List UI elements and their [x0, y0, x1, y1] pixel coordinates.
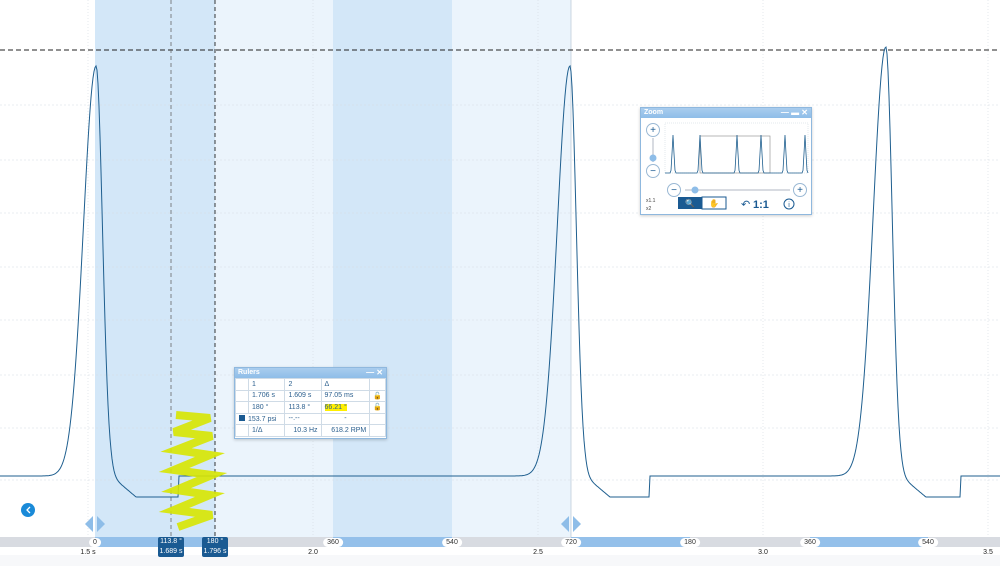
zoom-window[interactable]: Zoom — ▬ ✕ + − − + x1.1 x2 🔍 ✋ ↶ 1:1 i — [640, 107, 812, 215]
horizontal-zoom-slider[interactable] — [685, 189, 790, 191]
zoom-in-horizontal-icon[interactable] — [793, 183, 807, 197]
angle-bar-segment — [571, 537, 690, 547]
svg-text:🔍: 🔍 — [685, 198, 695, 208]
angle-tick-label: 540 — [918, 538, 938, 547]
time-tick-label: 3.5 — [983, 549, 993, 556]
zoom-in-vertical-icon[interactable] — [646, 123, 660, 137]
svg-text:−: − — [650, 166, 656, 177]
angle-tick-label: 0 — [89, 538, 101, 547]
ruler-cell: 153.7 psi — [248, 415, 277, 423]
window-title: Zoom — [644, 109, 664, 116]
svg-text:−: − — [671, 185, 677, 196]
window-controls[interactable]: — ✕ — [366, 368, 383, 377]
vertical-zoom-slider[interactable] — [652, 138, 654, 162]
cycle-region — [333, 0, 452, 537]
angle-tick-label: 360 — [800, 538, 820, 547]
ruler-marker[interactable]: 113.8 ° 1.689 s — [158, 537, 184, 557]
reset-zoom-button[interactable]: 1:1 — [753, 199, 769, 211]
angle-bar-segment — [95, 537, 215, 547]
freq-label: 1/Δ — [247, 424, 286, 437]
window-title: Rulers — [238, 369, 260, 376]
svg-text:✋: ✋ — [709, 198, 719, 208]
ruler-delta-angle: 66.21 ° — [324, 403, 347, 411]
ruler-marker-time: 1.796 s — [203, 548, 227, 555]
pressure-trace — [0, 46, 1000, 498]
freq-rpm: 618.2 RPM — [320, 424, 371, 437]
bottom-strip — [0, 555, 1000, 566]
channel-color-icon — [239, 414, 245, 421]
cycle-region — [215, 0, 333, 537]
ruler-cell: 113.8 ° — [284, 401, 322, 414]
window-controls[interactable]: — ▬ ✕ — [780, 108, 808, 117]
zoom-out-vertical-icon[interactable] — [646, 164, 660, 178]
ruler-header: 2 — [284, 378, 322, 391]
chevron-left-icon — [26, 506, 31, 514]
zoom-level-label: x1.1 — [646, 198, 656, 204]
angle-bar[interactable] — [0, 537, 1000, 547]
cycle-handle-left-icon[interactable] — [85, 516, 93, 532]
angle-tick-label: 180 — [680, 538, 700, 547]
rulers-titlebar[interactable]: Rulers — ✕ — [235, 368, 386, 378]
cycle-region — [95, 0, 215, 537]
ruler-header: Δ — [320, 378, 371, 391]
ruler-cell: --.-- — [284, 412, 322, 425]
ruler-marker[interactable]: 180 ° 1.796 s — [202, 537, 228, 557]
zoom-tool-button[interactable] — [678, 197, 702, 209]
zoom-titlebar[interactable]: Zoom — ▬ ✕ — [641, 108, 811, 118]
lock-icon[interactable]: 🔓 — [369, 389, 386, 402]
angle-bar-segment — [333, 537, 452, 547]
time-tick-label: 1.5 s — [80, 549, 96, 556]
pan-tool-button[interactable] — [701, 196, 727, 210]
ruler-marker-angle: 113.8 ° — [160, 538, 182, 545]
angle-tick-label: 540 — [442, 538, 462, 547]
cycle-handle-right-icon[interactable] — [97, 516, 105, 532]
time-tick-label: 3.0 — [758, 549, 768, 556]
svg-text:+: + — [650, 125, 656, 136]
annotation-scribble — [158, 411, 228, 531]
lock-icon[interactable]: 🔓 — [369, 401, 386, 414]
zoom-level-label: x2 — [646, 206, 652, 212]
time-tick-label: 2.5 — [533, 549, 543, 556]
cycle-handle-right-icon[interactable] — [573, 516, 581, 532]
cycle-region — [452, 0, 571, 537]
overview-trace — [665, 134, 809, 174]
scroll-left-icon[interactable] — [21, 503, 35, 517]
angle-bar-segment — [810, 537, 928, 547]
ruler-cell: 1.609 s — [284, 389, 322, 402]
angle-tick-label: 720 — [561, 538, 581, 547]
ruler-cell: 1.706 s — [247, 389, 286, 402]
ruler-marker-time: 1.689 s — [159, 548, 183, 555]
time-tick-label: 2.0 — [308, 549, 318, 556]
ruler-cell: 180 ° — [247, 401, 286, 414]
info-icon[interactable] — [783, 198, 795, 210]
ruler-header: 1 — [247, 378, 286, 391]
ruler-cell: - — [320, 412, 371, 425]
angle-tick-label: 360 — [323, 538, 343, 547]
ruler-cell: 97.05 ms — [320, 389, 371, 402]
ruler-marker-angle: 180 ° — [206, 538, 224, 545]
cycle-handle-left-icon[interactable] — [561, 516, 569, 532]
undo-icon[interactable]: ↶ — [741, 199, 750, 211]
zoom-view-rect[interactable] — [699, 135, 771, 174]
freq-hz: 10.3 Hz — [284, 424, 322, 437]
zoom-out-horizontal-icon[interactable] — [667, 183, 681, 197]
svg-text:+: + — [797, 185, 803, 196]
svg-text:i: i — [788, 202, 790, 209]
